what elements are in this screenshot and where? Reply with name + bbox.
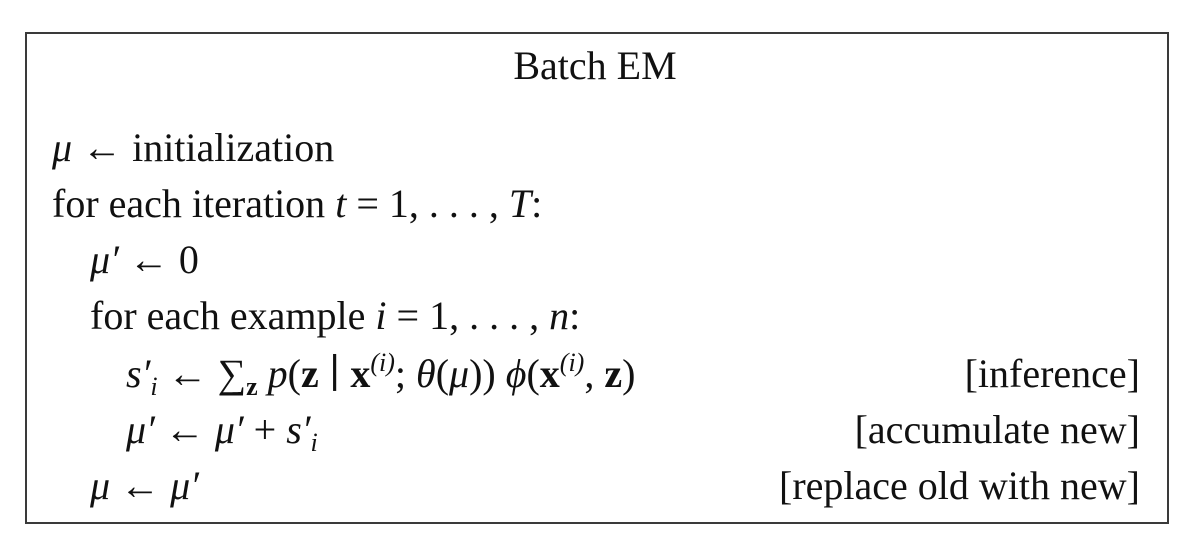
mu-prime-symbol: μ′: [170, 463, 199, 508]
line-accumulate: μ′ ← μ′ + s′i: [126, 407, 318, 456]
colon: :: [531, 181, 543, 226]
p-symbol: p: [267, 351, 288, 396]
sub-i: i: [150, 372, 158, 401]
lparen: (: [287, 351, 301, 396]
line-inference: s′i ← ∑z p(z ∣ x(i); θ(μ)) ϕ(x(i), z): [126, 350, 636, 400]
x-bold: x: [350, 351, 371, 396]
rparen: ): [622, 351, 636, 396]
equals-symbol: =: [356, 181, 379, 226]
x-bold: x: [539, 351, 560, 396]
s-symbol: s: [126, 351, 142, 396]
T-symbol: T: [508, 181, 532, 226]
sum-symbol: ∑: [217, 351, 247, 396]
comment-replace: [replace old with new]: [779, 463, 1140, 508]
one-number: 1: [388, 181, 409, 226]
t-symbol: t: [335, 181, 347, 226]
lparen: (: [526, 351, 540, 396]
zero-number: 0: [178, 237, 199, 282]
prime-mark: ′: [141, 351, 151, 396]
assign-arrow: ←: [128, 237, 169, 282]
prime-mark: ′: [301, 407, 311, 452]
mu-symbol: μ: [52, 125, 73, 170]
ellipsis: , . . . ,: [449, 293, 540, 338]
s-symbol: s: [286, 407, 302, 452]
equals-symbol: =: [396, 293, 420, 338]
assign-arrow: ←: [120, 463, 161, 508]
n-symbol: n: [549, 293, 570, 338]
line-initialization: μ ← initialization: [52, 126, 334, 170]
init-text: initialization: [132, 125, 335, 170]
mu-prime-symbol: μ′: [90, 237, 119, 282]
z-bold: z: [604, 351, 623, 396]
comment-accumulate: [accumulate new]: [854, 407, 1140, 452]
rparen: ): [482, 351, 496, 396]
line-reset: μ′ ← 0: [90, 238, 199, 282]
sub-i: i: [310, 428, 318, 457]
assign-arrow: ←: [167, 351, 208, 396]
sum-index-z: z: [246, 372, 258, 401]
semicolon: ;: [394, 351, 407, 396]
mu-symbol: μ: [449, 351, 470, 396]
lparen: (: [435, 351, 450, 396]
assign-arrow: ←: [82, 125, 123, 170]
sup-i: (i): [559, 348, 585, 377]
sup-i: (i): [370, 348, 395, 377]
mu-symbol: μ: [90, 463, 111, 508]
iteration-text: for each iteration: [52, 181, 326, 226]
plus-symbol: +: [253, 407, 277, 452]
mu-prime-symbol: μ′: [126, 407, 155, 452]
line-iteration-loop: for each iteration t = 1, . . . , T:: [52, 182, 542, 226]
colon: :: [569, 293, 581, 338]
theta-symbol: θ: [416, 351, 436, 396]
given-bar: ∣: [328, 351, 341, 396]
example-text: for each example: [90, 293, 366, 338]
assign-arrow: ←: [164, 407, 205, 452]
rparen: ): [469, 351, 483, 396]
algorithm-title: Batch EM: [513, 43, 677, 88]
algorithm-box: [25, 32, 1169, 524]
mu-prime-symbol: μ′: [214, 407, 244, 452]
phi-symbol: ϕ: [505, 351, 527, 396]
comment-inference: [inference]: [964, 351, 1140, 396]
comma: ,: [584, 351, 595, 396]
ellipsis: , . . . ,: [408, 181, 499, 226]
z-bold: z: [300, 351, 319, 396]
one-number: 1: [429, 293, 450, 338]
i-symbol: i: [375, 293, 387, 338]
line-example-loop: for each example i = 1, . . . , n:: [90, 294, 580, 338]
line-replace: μ ← μ′: [90, 464, 199, 508]
